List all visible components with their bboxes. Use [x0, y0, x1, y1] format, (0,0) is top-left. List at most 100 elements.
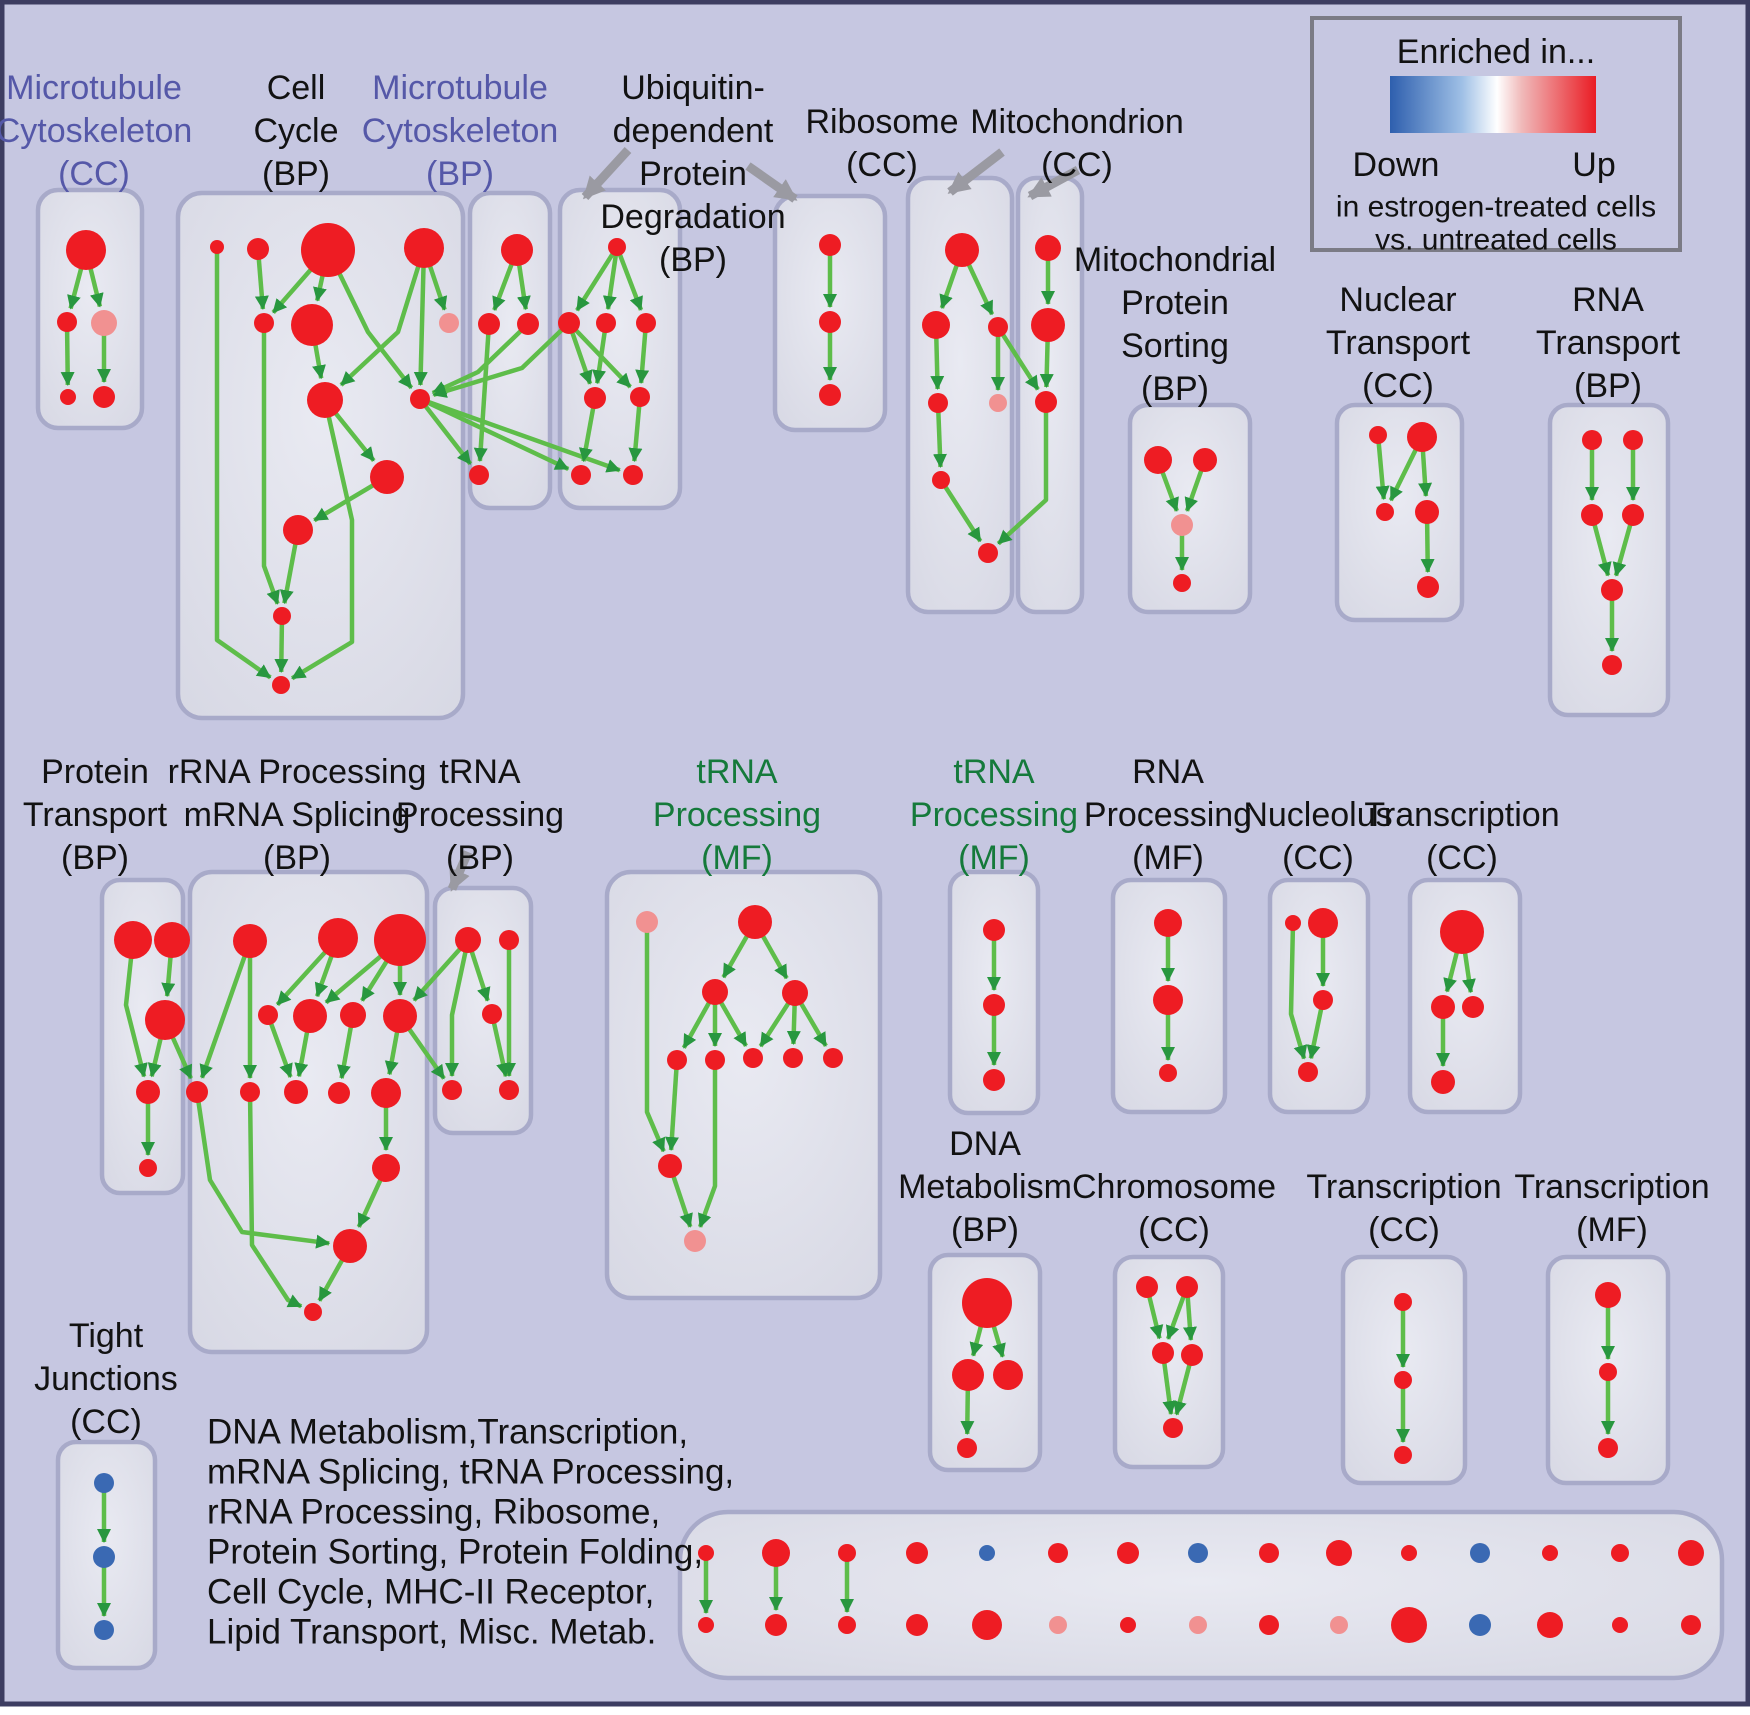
cluster-label: (BP): [61, 839, 129, 877]
go-term-node: [1537, 1612, 1563, 1638]
nodes-layer: [57, 223, 1704, 1643]
go-term-node: [1181, 1344, 1203, 1366]
go-term-node: [838, 1616, 856, 1634]
go-term-node: [636, 313, 656, 333]
go-term-node: [1163, 1418, 1183, 1438]
go-term-node: [372, 1154, 400, 1182]
cluster-box-trna-processing-mf-2: [947, 869, 1041, 1116]
go-term-node: [1369, 426, 1387, 444]
go-edge: [592, 322, 609, 385]
go-term-node: [328, 1082, 350, 1104]
go-term-node: [333, 1229, 367, 1263]
go-term-node: [983, 919, 1005, 941]
go-term-node: [1681, 1615, 1701, 1635]
go-term-node: [1313, 990, 1333, 1010]
cluster-label: (BP): [1574, 367, 1642, 405]
cluster-label: (CC): [1368, 1211, 1440, 1249]
cluster-label: (CC): [70, 1403, 142, 1441]
go-term-node: [1188, 1543, 1208, 1563]
go-term-node: [983, 1069, 1005, 1091]
misc-clusters-caption-line: DNA Metabolism,Transcription,: [207, 1413, 688, 1452]
go-term-node: [705, 1050, 725, 1070]
go-edge: [1288, 922, 1308, 1060]
misc-clusters-caption-line: mRNA Splicing, tRNA Processing,: [207, 1453, 734, 1492]
go-term-node: [1259, 1543, 1279, 1563]
go-edge: [265, 1014, 293, 1078]
cluster-label: tRNA: [953, 753, 1035, 791]
cluster-label: (MF): [1576, 1211, 1648, 1249]
go-term-node: [469, 465, 489, 485]
go-term-node: [698, 1545, 714, 1561]
cluster-label: Ribosome: [805, 103, 958, 141]
go-term-node: [57, 312, 77, 332]
go-term-node: [94, 1473, 114, 1493]
go-term-node: [210, 240, 224, 254]
cluster-label: Transport: [23, 796, 168, 834]
go-edge: [567, 321, 632, 389]
cluster-box-misc-clusters: [677, 1509, 1725, 1681]
go-term-node: [988, 317, 1008, 337]
cluster-label: Junctions: [34, 1360, 178, 1398]
go-term-node: [439, 313, 459, 333]
cluster-label: (BP): [262, 155, 330, 193]
go-term-node: [383, 999, 417, 1033]
go-term-node: [906, 1614, 928, 1636]
go-edge: [419, 396, 570, 472]
go-term-node: [658, 1154, 682, 1178]
go-term-node: [957, 1438, 977, 1458]
go-edge: [932, 402, 947, 468]
go-edge: [339, 247, 427, 387]
go-edge: [247, 1091, 303, 1309]
cluster-label: Sorting: [1121, 327, 1229, 365]
cluster-label: (BP): [446, 839, 514, 877]
go-term-node: [1678, 1540, 1704, 1566]
go-term-node: [1259, 1615, 1279, 1635]
cluster-box-microtubule-cytoskeleton-cc: [35, 187, 145, 431]
go-term-node: [517, 313, 539, 335]
go-edge: [418, 397, 473, 466]
go-term-node: [636, 911, 658, 933]
go-term-node: [410, 389, 430, 409]
misc-clusters-caption-line: rRNA Processing, Ribosome,: [207, 1493, 660, 1532]
annotation-arrow: [581, 146, 632, 201]
go-edge: [413, 247, 428, 386]
go-edge: [214, 247, 272, 680]
go-term-node: [1391, 1607, 1427, 1643]
go-term-node: [906, 1542, 928, 1564]
go-term-node: [1602, 655, 1622, 675]
go-term-node: [258, 1005, 278, 1025]
go-term-node: [1417, 576, 1439, 598]
go-term-node: [301, 223, 355, 277]
go-term-node: [558, 312, 580, 334]
cluster-label: Processing: [653, 796, 821, 834]
go-term-node: [1153, 985, 1183, 1015]
go-term-node: [1611, 1544, 1629, 1562]
annotation-arrow: [447, 850, 473, 892]
go-term-node: [571, 465, 591, 485]
go-term-node: [1031, 308, 1065, 342]
go-edge: [412, 938, 470, 1002]
go-edge: [432, 321, 571, 398]
go-term-node: [66, 230, 106, 270]
go-term-node: [928, 393, 948, 413]
go-term-node: [819, 384, 841, 406]
go-edge: [60, 321, 75, 386]
go-term-node: [978, 543, 998, 563]
go-term-node: [318, 918, 358, 958]
cluster-label: tRNA: [439, 753, 521, 791]
cluster-label: (CC): [58, 155, 130, 193]
cluster-label: Mitochondrion: [970, 103, 1184, 141]
go-term-node: [1601, 579, 1623, 601]
annotation-arrow: [947, 148, 1005, 196]
cluster-label: Metabolism: [898, 1168, 1072, 1206]
go-edge: [996, 325, 1040, 391]
go-term-node: [283, 515, 313, 545]
go-edge: [614, 246, 644, 311]
go-term-node: [1159, 1064, 1177, 1082]
cluster-label: Chromosome: [1072, 1168, 1276, 1206]
go-term-node: [1048, 1543, 1068, 1563]
go-edge: [489, 1013, 510, 1078]
go-term-node: [738, 905, 772, 939]
go-edge: [697, 1060, 718, 1228]
cluster-label: Mitochondrial: [1074, 241, 1276, 279]
